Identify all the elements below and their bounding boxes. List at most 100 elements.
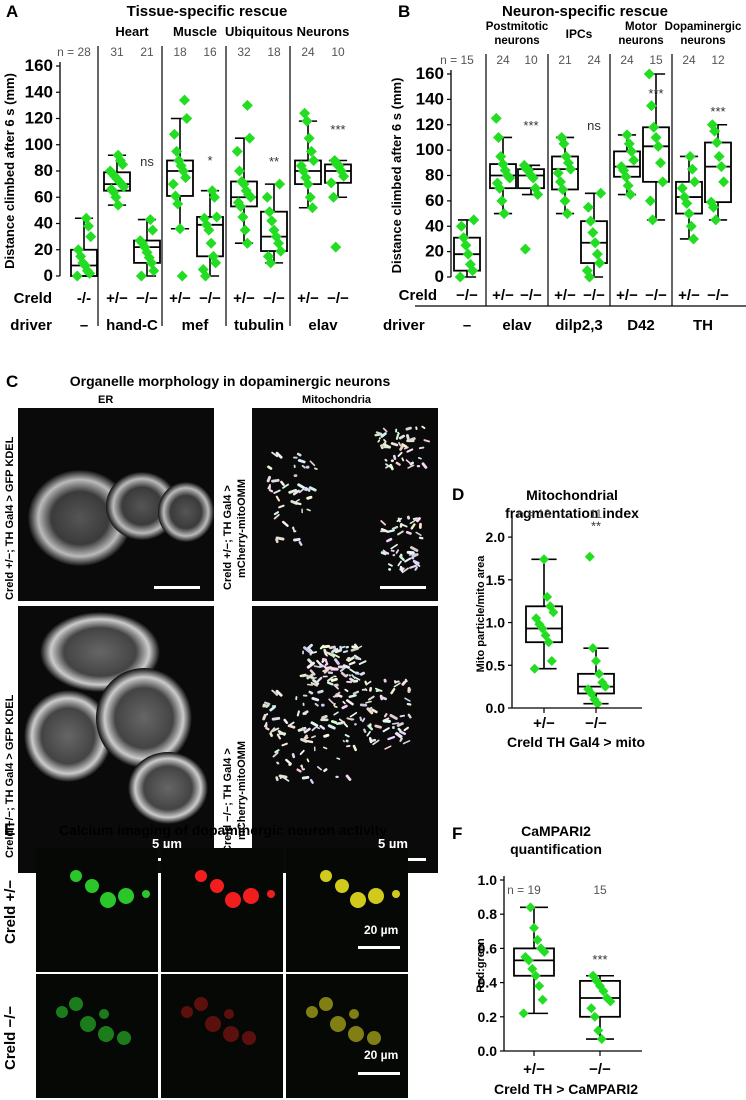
mitochondrion bbox=[283, 718, 289, 725]
data-point bbox=[299, 107, 311, 119]
panel-label-c: C bbox=[6, 372, 19, 391]
data-point bbox=[171, 145, 183, 157]
data-point bbox=[587, 643, 598, 654]
mitochondrion bbox=[272, 751, 279, 758]
mitochondrion bbox=[410, 523, 416, 530]
category-label: neurons bbox=[680, 35, 725, 47]
mitochondrion bbox=[341, 645, 346, 649]
mitochondrion bbox=[399, 555, 405, 561]
data-point bbox=[531, 613, 542, 624]
mitochondrion bbox=[292, 489, 300, 496]
mitochondrion bbox=[275, 495, 281, 502]
mitochondrion bbox=[397, 431, 400, 435]
data-point bbox=[464, 258, 476, 270]
data-point bbox=[233, 165, 245, 177]
mitochondrion bbox=[407, 713, 412, 719]
mitochondrion bbox=[278, 504, 285, 509]
y-tick-label: 60 bbox=[425, 191, 444, 210]
mitochondrion bbox=[406, 434, 410, 440]
neuron-cell bbox=[368, 888, 384, 904]
data-point bbox=[705, 196, 717, 208]
mitochondrion bbox=[319, 724, 326, 730]
data-point bbox=[148, 265, 160, 277]
mitochondrion bbox=[383, 439, 387, 443]
mitochondrion bbox=[309, 778, 314, 784]
y-tick-label: 2.0 bbox=[486, 529, 506, 545]
n-count: n = 13 bbox=[517, 507, 551, 521]
driver-label: – bbox=[463, 317, 471, 334]
mitochondrion bbox=[316, 660, 323, 666]
genotype-label: +/− bbox=[554, 287, 576, 304]
category-label: Motor bbox=[625, 21, 657, 33]
mitochondrion bbox=[395, 731, 403, 738]
mitochondrion bbox=[402, 740, 411, 745]
mitochondrion bbox=[423, 439, 431, 443]
chart-title: fragmentation index bbox=[505, 505, 639, 521]
mitochondrion bbox=[405, 459, 411, 464]
data-point bbox=[490, 112, 502, 124]
mitochondrion bbox=[323, 733, 330, 738]
driver-label: elav bbox=[308, 317, 338, 334]
mitochondrion bbox=[404, 678, 408, 683]
data-point bbox=[657, 176, 669, 188]
n-count: 32 bbox=[237, 45, 251, 59]
data-point bbox=[496, 195, 508, 207]
significance-label: ** bbox=[591, 519, 601, 534]
genotype-label: +/− bbox=[616, 287, 638, 304]
mitochondrion bbox=[296, 710, 300, 717]
significance-label: * bbox=[207, 153, 212, 168]
y-tick-label: 20 bbox=[425, 242, 444, 261]
neuron-cell bbox=[350, 892, 366, 908]
mitochondrion bbox=[343, 722, 349, 728]
mitochondrion bbox=[282, 483, 290, 489]
mitochondrion bbox=[390, 687, 396, 695]
data-point bbox=[686, 163, 698, 175]
data-point bbox=[181, 113, 193, 124]
row-label-creld: Creld bbox=[14, 290, 52, 307]
mitochondrion bbox=[396, 517, 403, 522]
data-point bbox=[295, 160, 307, 172]
mitochondrion bbox=[266, 475, 272, 483]
mitochondrion bbox=[262, 704, 270, 708]
mitochondrion bbox=[339, 666, 346, 673]
mitochondrion bbox=[387, 735, 396, 741]
mitochondrion bbox=[380, 432, 387, 438]
mitochondrion bbox=[316, 766, 322, 771]
data-point bbox=[144, 214, 156, 226]
mitochondrion bbox=[389, 463, 394, 471]
data-point bbox=[207, 250, 219, 262]
data-point bbox=[491, 177, 503, 189]
neuron-cell bbox=[224, 1009, 234, 1019]
mitochondrion bbox=[368, 706, 373, 711]
data-point bbox=[581, 265, 593, 277]
driver-label: mef bbox=[182, 317, 210, 334]
mitochondrion bbox=[271, 478, 280, 483]
mitochondrion bbox=[312, 678, 320, 685]
category-label: neurons bbox=[618, 35, 663, 47]
n-count: 24 bbox=[682, 53, 696, 67]
neuron-cell bbox=[117, 1031, 131, 1045]
mitochondrion bbox=[399, 737, 403, 743]
data-point bbox=[303, 132, 315, 144]
data-point bbox=[304, 191, 316, 203]
neuron-cell bbox=[349, 1009, 359, 1019]
mitochondrion bbox=[358, 660, 367, 665]
x-tick-label: −/− bbox=[585, 715, 607, 732]
data-point bbox=[241, 99, 253, 111]
data-point bbox=[626, 145, 638, 157]
data-point bbox=[652, 140, 664, 152]
n-count: 18 bbox=[267, 45, 281, 59]
mitochondrion bbox=[395, 549, 400, 554]
data-point bbox=[582, 201, 594, 213]
data-point bbox=[205, 237, 217, 249]
neuron-cell bbox=[80, 1016, 96, 1032]
data-point bbox=[685, 220, 697, 232]
data-point bbox=[520, 951, 531, 962]
data-point bbox=[559, 195, 571, 207]
data-point bbox=[206, 185, 218, 197]
data-point bbox=[589, 237, 601, 249]
mitochondrion bbox=[300, 764, 304, 770]
mitochondrion bbox=[313, 665, 321, 668]
x-tick-label: +/− bbox=[533, 715, 555, 732]
data-point bbox=[546, 656, 557, 666]
